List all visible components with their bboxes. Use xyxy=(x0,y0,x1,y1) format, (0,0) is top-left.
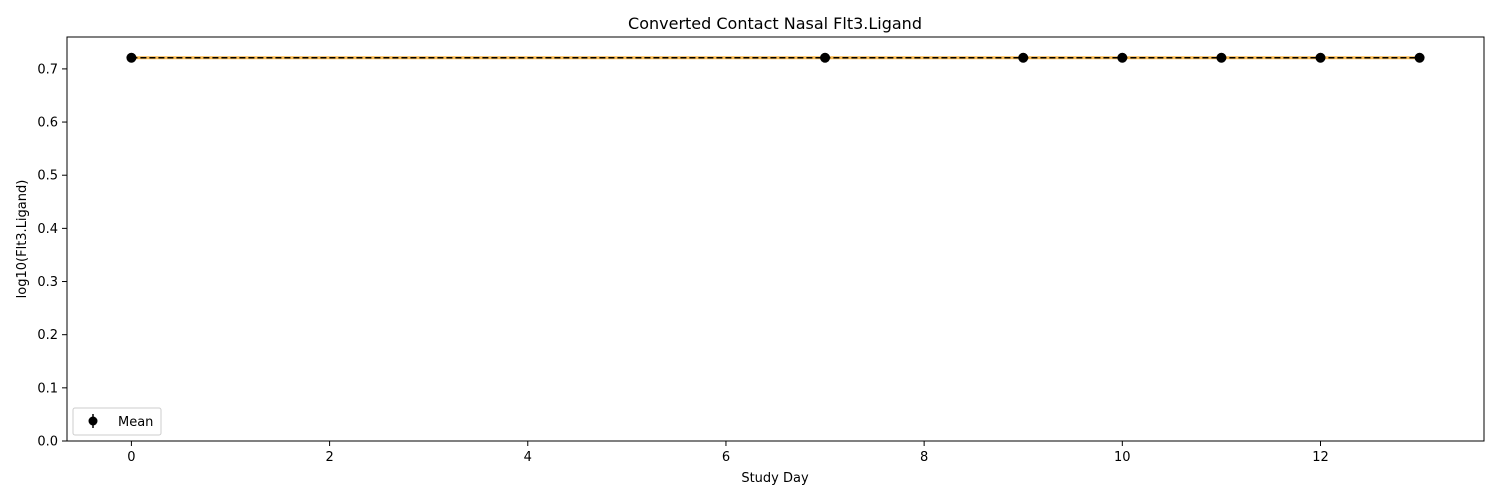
data-point xyxy=(1315,52,1326,63)
y-axis-title: log10(Flt3.Ligand) xyxy=(15,180,30,299)
x-tick-label: 0 xyxy=(127,450,135,465)
chart-title: Converted Contact Nasal Flt3.Ligand xyxy=(628,14,922,33)
x-axis-ticks: 0 2 4 6 8 10 12 xyxy=(127,441,1329,465)
data-point xyxy=(126,52,137,63)
y-tick-label: 0.5 xyxy=(37,169,58,184)
y-tick-label: 0.6 xyxy=(37,116,58,131)
legend-box xyxy=(72,407,162,436)
y-tick-label: 0.4 xyxy=(37,222,58,237)
data-point xyxy=(1414,52,1425,63)
y-tick-label: 0.1 xyxy=(37,381,58,396)
plot-area-frame xyxy=(66,36,1485,442)
y-tick-label: 0.3 xyxy=(37,275,58,290)
data-point xyxy=(820,52,831,63)
y-tick-label: 0.0 xyxy=(37,435,58,450)
legend-label: Mean xyxy=(118,415,153,430)
data-point xyxy=(1216,52,1227,63)
x-tick-label: 6 xyxy=(722,450,730,465)
y-axis-ticks: 0.0 0.1 0.2 0.3 0.4 0.5 0.6 0.7 xyxy=(37,62,67,450)
y-tick-label: 0.7 xyxy=(37,62,58,77)
series-layer xyxy=(126,52,1425,63)
x-tick-label: 4 xyxy=(524,450,532,465)
x-tick-label: 2 xyxy=(325,450,333,465)
x-axis-title: Study Day xyxy=(741,471,809,486)
x-tick-label: 8 xyxy=(920,450,928,465)
legend-marker-icon xyxy=(88,416,98,426)
y-tick-label: 0.2 xyxy=(37,328,58,343)
legend: Mean xyxy=(72,407,162,436)
x-tick-label: 12 xyxy=(1312,450,1329,465)
x-tick-label: 10 xyxy=(1114,450,1131,465)
data-point xyxy=(1018,52,1029,63)
data-point xyxy=(1117,52,1128,63)
